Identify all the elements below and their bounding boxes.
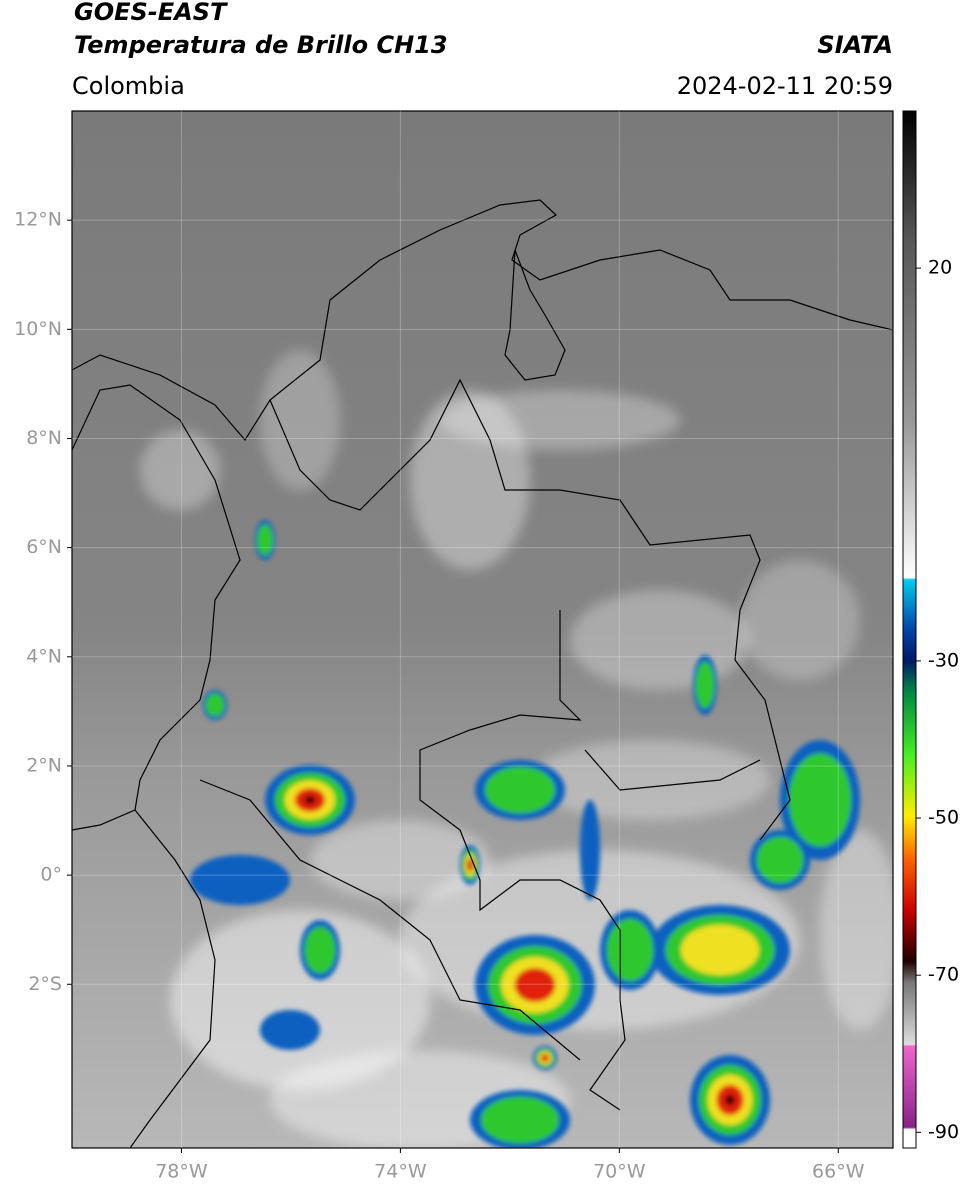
storm-cell <box>788 753 852 847</box>
y-tick-label: 8°N <box>26 427 62 449</box>
storm-cell <box>695 661 715 709</box>
x-tick-label: 70°W <box>593 1161 646 1183</box>
region: Colombia <box>72 72 185 100</box>
cloud <box>820 830 893 1030</box>
cloud <box>530 740 770 820</box>
cloud <box>440 390 680 450</box>
y-tick-label: 10°N <box>14 318 62 340</box>
y-tick-label: 4°N <box>26 645 62 667</box>
satellite-image <box>72 111 893 1148</box>
subtitle: Temperatura de Brillo CH13 <box>74 31 448 59</box>
y-tick-label: 0° <box>40 864 62 886</box>
x-tick-label: 66°W <box>812 1161 865 1183</box>
storm-cell <box>514 968 556 1002</box>
y-tick-label: 12°N <box>14 209 62 231</box>
x-tick-label: 78°W <box>155 1161 208 1183</box>
storm-cell <box>190 855 290 905</box>
storm-cell <box>725 1094 735 1106</box>
storm-cell <box>580 800 600 900</box>
datetime: 2024-02-11 20:59 <box>677 72 893 100</box>
y-tick-label: 2°N <box>26 754 62 776</box>
storm-cell <box>680 924 760 976</box>
colorbar-tick-label: 20 <box>928 257 952 279</box>
cloud <box>140 430 220 510</box>
storm-cell <box>466 858 474 872</box>
colorbar-tick-label: -30 <box>928 649 959 671</box>
cloud <box>570 590 750 690</box>
colorbar-tick-label: -90 <box>928 1121 959 1143</box>
y-tick-label: 6°N <box>26 536 62 558</box>
cloud <box>170 910 430 1090</box>
coastlines <box>72 199 893 1148</box>
storm-cell <box>606 918 654 982</box>
storm-cell <box>304 926 336 974</box>
cloud <box>740 560 860 680</box>
cloud <box>310 820 490 900</box>
colorbar-tick-label: -70 <box>928 964 959 986</box>
storm-cell <box>260 1010 320 1050</box>
storm-cell <box>257 524 273 556</box>
storm-cell <box>304 795 316 805</box>
map-frame <box>71 110 894 1149</box>
x-tick-label: 74°W <box>374 1161 427 1183</box>
source: SIATA <box>817 31 893 59</box>
storm-cell <box>481 1096 559 1144</box>
storm-cell <box>205 693 225 717</box>
title: GOES-EAST <box>74 0 228 26</box>
colorbar <box>902 110 917 1149</box>
storm-cell <box>756 836 804 884</box>
cloud <box>260 350 340 490</box>
colorbar-tick-label: -50 <box>928 807 959 829</box>
storm-cell <box>484 766 556 814</box>
y-tick-label: 2°S <box>28 973 62 995</box>
storm-cell <box>540 1053 550 1063</box>
